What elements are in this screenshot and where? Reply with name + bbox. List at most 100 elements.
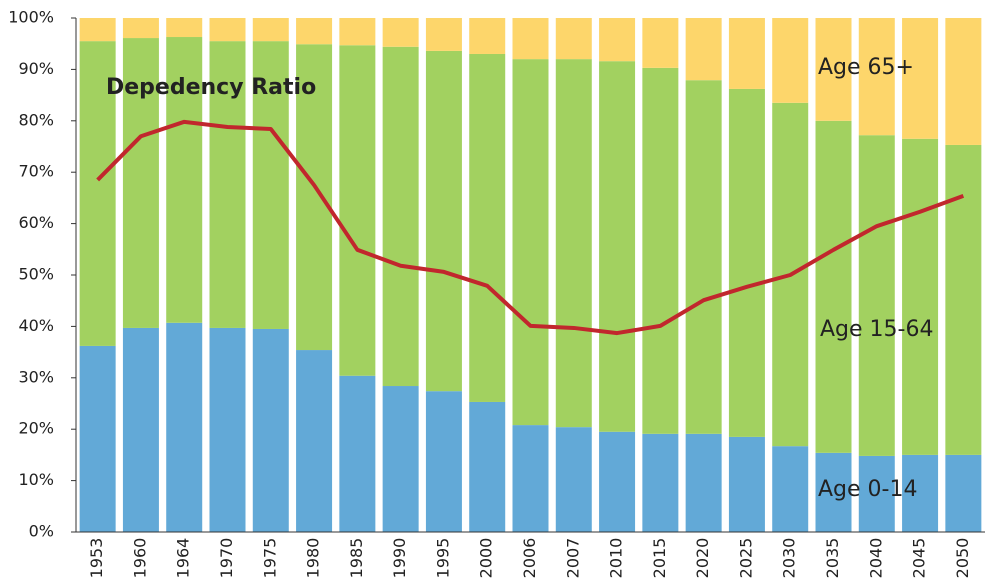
- bar-segment: [166, 322, 203, 532]
- x-tick-label: 2045: [910, 538, 929, 579]
- y-tick-label: 70%: [18, 162, 54, 181]
- bar-segment: [555, 18, 592, 60]
- bar-segment: [339, 375, 376, 532]
- bar-segment: [166, 18, 203, 38]
- x-tick-label: 2007: [563, 538, 582, 579]
- bar-segment: [512, 59, 549, 426]
- x-tick-label: 2020: [693, 538, 712, 579]
- bar-segment: [772, 446, 809, 532]
- bar-segment: [339, 45, 376, 376]
- x-tick-label: 2010: [607, 538, 626, 579]
- x-tick-label: 2040: [866, 538, 885, 579]
- bar-segment: [79, 345, 116, 532]
- bar-segment: [209, 327, 246, 532]
- bar-segment: [555, 59, 592, 428]
- bar-segment: [902, 138, 939, 455]
- x-tick-label: 1995: [433, 538, 452, 579]
- bar-segment: [599, 61, 636, 432]
- x-tick-label: 2035: [823, 538, 842, 579]
- bar-segment: [79, 41, 116, 346]
- bar-segment: [902, 18, 939, 139]
- bar-segment: [252, 41, 289, 329]
- bar-segment: [815, 120, 852, 453]
- bar-segment: [382, 18, 419, 47]
- y-tick-label: 10%: [18, 470, 54, 489]
- bar-segment: [339, 18, 376, 46]
- bar-segment: [469, 401, 506, 532]
- y-tick-label: 60%: [18, 213, 54, 232]
- x-tick-label: 1970: [217, 538, 236, 579]
- bar-segment: [945, 144, 982, 455]
- x-tick-label: 1960: [130, 538, 149, 579]
- bar-segment: [728, 88, 765, 437]
- bar-segment: [166, 37, 203, 323]
- x-tick-label: 2030: [780, 538, 799, 579]
- bar-segment: [122, 18, 159, 39]
- bar-segment: [382, 46, 419, 387]
- y-tick-label: 80%: [18, 110, 54, 129]
- bar-segment: [685, 80, 722, 434]
- series-label: Age 0-14: [818, 477, 917, 502]
- x-tick-label: 2015: [650, 538, 669, 579]
- bar-segment: [815, 452, 852, 532]
- bar-segment: [555, 427, 592, 532]
- bar-segment: [425, 50, 462, 392]
- bar-segment: [945, 454, 982, 532]
- bar-segment: [512, 425, 549, 532]
- y-tick-label: 0%: [29, 522, 54, 541]
- bar-segment: [685, 18, 722, 81]
- bar-segment: [209, 18, 246, 42]
- x-tick-label: 1964: [174, 538, 193, 579]
- chart-title: Depedency Ratio: [106, 75, 316, 100]
- bar-segment: [728, 436, 765, 532]
- bar-segment: [902, 454, 939, 532]
- series-label: Age 15-64: [820, 317, 933, 342]
- bar-segment: [425, 391, 462, 532]
- bar-segment: [642, 67, 679, 434]
- x-tick-label: 2000: [477, 538, 496, 579]
- x-tick-label: 1975: [260, 538, 279, 579]
- x-tick-label: 2006: [520, 538, 539, 579]
- y-tick-label: 20%: [18, 419, 54, 438]
- x-tick-label: 2050: [953, 538, 972, 579]
- bar-segment: [209, 41, 246, 328]
- bar-segment: [296, 44, 333, 351]
- dependency-line: [96, 119, 965, 336]
- bar-segment: [469, 18, 506, 54]
- bar-segment: [296, 350, 333, 532]
- x-tick-label: 1980: [304, 538, 323, 579]
- bar-segment: [858, 18, 895, 136]
- bar-segment: [599, 18, 636, 62]
- bar-segment: [815, 18, 852, 121]
- x-tick-label: 1990: [390, 538, 409, 579]
- y-tick-label: 30%: [18, 367, 54, 386]
- bar-segment: [296, 18, 333, 45]
- bar-segment: [642, 18, 679, 68]
- series-label: Age 65+: [818, 55, 914, 80]
- x-tick-label: 1953: [87, 538, 106, 579]
- bar-segment: [642, 433, 679, 532]
- bar-segment: [685, 433, 722, 532]
- bar-segment: [858, 135, 895, 456]
- bar-segment: [945, 18, 982, 145]
- y-tick-label: 90%: [18, 59, 54, 78]
- y-tick-label: 50%: [18, 265, 54, 284]
- bar-segment: [728, 18, 765, 89]
- bar-segment: [599, 431, 636, 532]
- x-tick-label: 2025: [736, 538, 755, 579]
- bar-segment: [469, 53, 506, 402]
- bar-segment: [382, 386, 419, 532]
- bar-segment: [122, 327, 159, 532]
- bar-segment: [122, 38, 159, 328]
- bar-segment: [252, 328, 289, 532]
- bar-segment: [858, 455, 895, 532]
- bar-segment: [425, 18, 462, 51]
- bar-segment: [772, 18, 809, 103]
- y-tick-label: 40%: [18, 316, 54, 335]
- bar-segment: [512, 18, 549, 60]
- bar-segment: [79, 18, 116, 42]
- bar-segment: [252, 18, 289, 42]
- x-tick-label: 1985: [347, 538, 366, 579]
- y-tick-label: 100%: [8, 8, 54, 27]
